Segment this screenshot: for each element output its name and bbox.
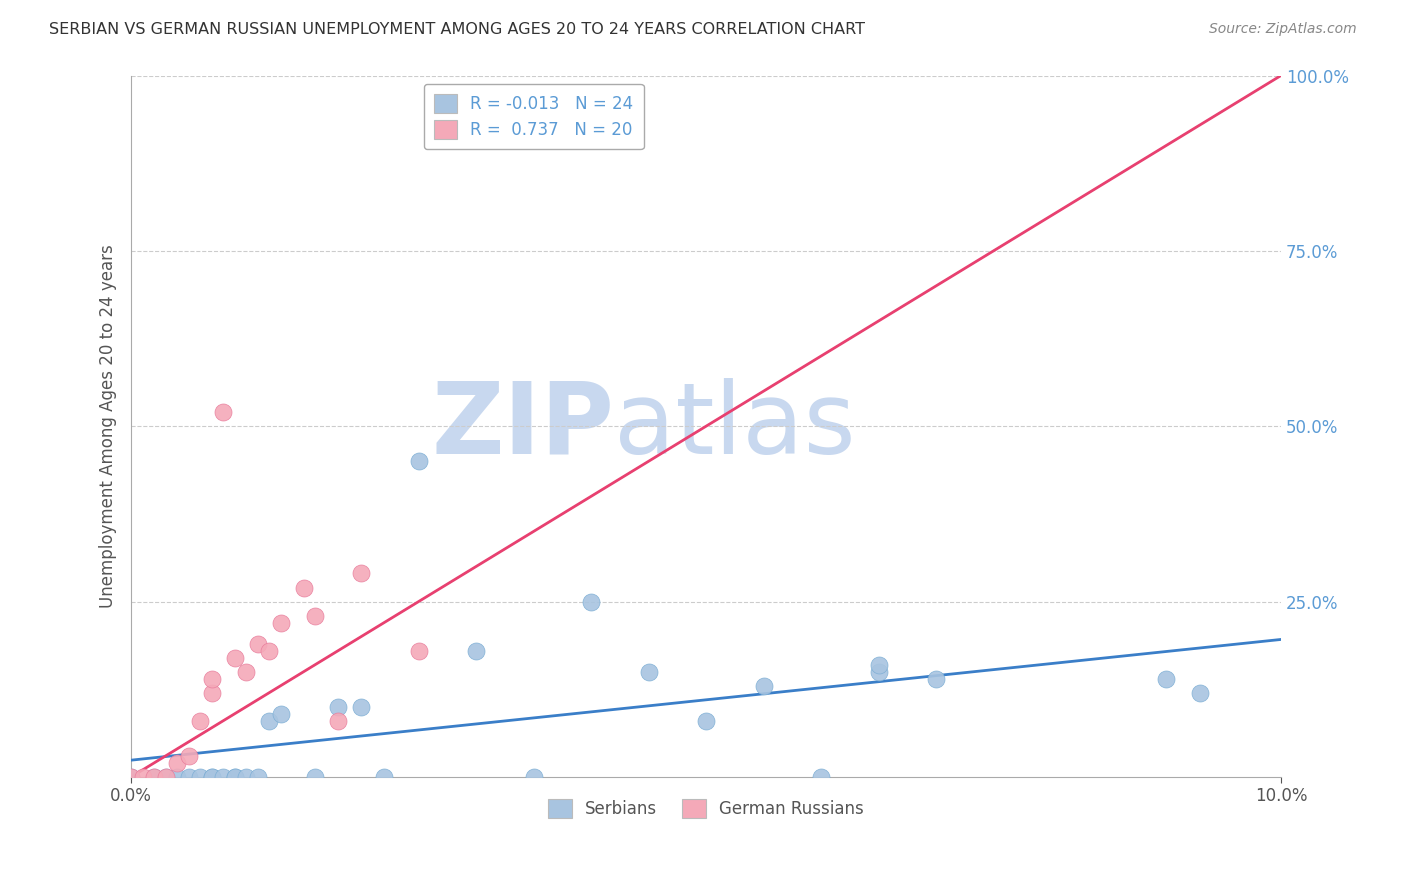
Point	[143, 770, 166, 784]
Point	[257, 714, 280, 728]
Point	[132, 770, 155, 784]
Point	[637, 665, 659, 679]
Point	[810, 770, 832, 784]
Point	[1189, 686, 1212, 700]
Point	[201, 770, 224, 784]
Point	[143, 770, 166, 784]
Point	[270, 615, 292, 630]
Point	[695, 714, 717, 728]
Legend: Serbians, German Russians: Serbians, German Russians	[541, 792, 870, 824]
Point	[188, 770, 211, 784]
Point	[224, 770, 246, 784]
Point	[201, 770, 224, 784]
Point	[155, 770, 177, 784]
Point	[925, 672, 948, 686]
Point	[752, 679, 775, 693]
Point	[224, 770, 246, 784]
Y-axis label: Unemployment Among Ages 20 to 24 years: Unemployment Among Ages 20 to 24 years	[100, 244, 117, 608]
Point	[868, 665, 890, 679]
Point	[201, 672, 224, 686]
Point	[270, 706, 292, 721]
Point	[304, 608, 326, 623]
Point	[257, 643, 280, 657]
Point	[120, 770, 142, 784]
Point	[235, 770, 257, 784]
Point	[212, 405, 235, 419]
Point	[328, 699, 350, 714]
Point	[246, 770, 269, 784]
Point	[177, 770, 200, 784]
Point	[304, 770, 326, 784]
Point	[166, 756, 188, 770]
Point	[350, 699, 373, 714]
Point	[235, 665, 257, 679]
Point	[465, 643, 488, 657]
Point	[188, 714, 211, 728]
Point	[212, 770, 235, 784]
Point	[523, 770, 546, 784]
Point	[224, 650, 246, 665]
Point	[166, 770, 188, 784]
Point	[292, 581, 315, 595]
Text: atlas: atlas	[614, 377, 856, 475]
Point	[1154, 672, 1177, 686]
Point	[373, 770, 395, 784]
Text: Source: ZipAtlas.com: Source: ZipAtlas.com	[1209, 22, 1357, 37]
Point	[579, 594, 602, 608]
Point	[408, 454, 430, 468]
Point	[155, 770, 177, 784]
Point	[868, 657, 890, 672]
Point	[177, 748, 200, 763]
Point	[201, 686, 224, 700]
Point	[408, 643, 430, 657]
Text: ZIP: ZIP	[432, 377, 614, 475]
Point	[328, 714, 350, 728]
Point	[350, 566, 373, 581]
Point	[120, 770, 142, 784]
Text: SERBIAN VS GERMAN RUSSIAN UNEMPLOYMENT AMONG AGES 20 TO 24 YEARS CORRELATION CHA: SERBIAN VS GERMAN RUSSIAN UNEMPLOYMENT A…	[49, 22, 865, 37]
Point	[246, 637, 269, 651]
